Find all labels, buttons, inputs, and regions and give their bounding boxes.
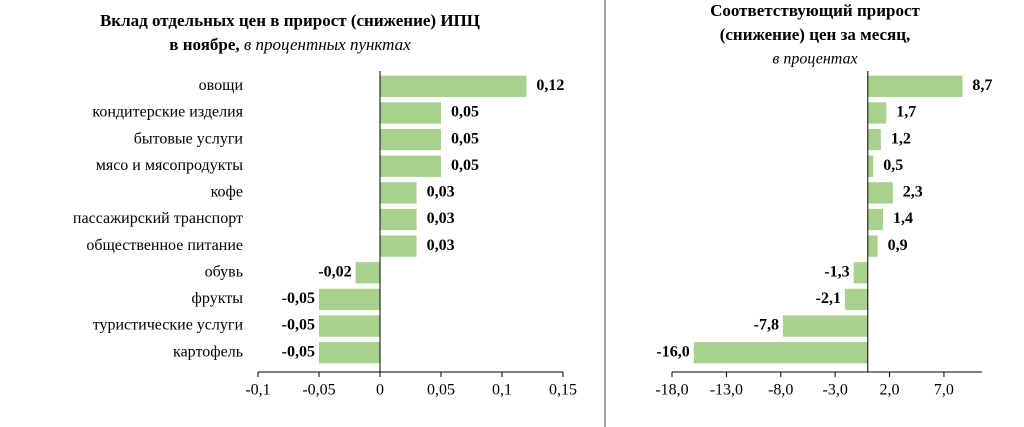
value-label: -7,8 [754, 317, 779, 334]
bar [380, 182, 417, 204]
chart-title: в ноябре, [169, 35, 239, 54]
y-tick-label: фрукты [192, 290, 244, 307]
value-label: 1,2 [891, 130, 911, 147]
bar [319, 288, 380, 311]
value-label: 0,03 [427, 184, 455, 201]
value-label: 0,05 [451, 157, 479, 174]
bar [693, 342, 868, 364]
bar [867, 155, 874, 177]
y-tick-label: овощи [199, 77, 244, 94]
bar [867, 75, 963, 97]
value-label: -0,05 [282, 317, 315, 334]
chart-title: Соответствующий прирост [710, 1, 920, 20]
value-label: -0,02 [318, 263, 351, 280]
chart-title: (снижение) цен за месяц, [720, 25, 911, 44]
bar [853, 262, 868, 284]
value-label: 0,05 [451, 130, 479, 147]
x-tick-label: -0,1 [245, 382, 270, 399]
x-tick-label: -13,0 [710, 382, 743, 399]
chart-subtitle: в процентах [772, 51, 857, 68]
bar [319, 315, 380, 337]
value-label: 0,5 [883, 157, 903, 174]
bar [380, 208, 417, 231]
bar [355, 262, 380, 284]
x-tick-label: -8,0 [768, 382, 793, 399]
x-tick-label: -3,0 [822, 382, 847, 399]
x-tick-label: 0,05 [427, 382, 455, 399]
bar [319, 342, 380, 364]
x-tick-label: -18,0 [655, 382, 688, 399]
value-label: -2,1 [816, 290, 841, 307]
bar [380, 75, 527, 97]
bar [844, 288, 868, 311]
bar [380, 102, 441, 124]
x-tick-label: 2,0 [880, 382, 900, 399]
value-label: 1,4 [893, 210, 913, 227]
value-label: 0,03 [427, 237, 455, 254]
y-tick-label: пассажирский транспорт [73, 210, 243, 227]
chart-title: в ноябре, в процентных пунктах [169, 35, 411, 54]
x-tick-label: 0 [376, 382, 384, 399]
y-tick-label: общественное питание [86, 237, 243, 254]
x-tick-label: 0,15 [549, 382, 577, 399]
bar [867, 208, 884, 231]
bar [867, 102, 887, 124]
y-tick-label: кофе [211, 184, 243, 201]
y-tick-label: мясо и мясопродукты [96, 157, 244, 174]
bar [867, 182, 893, 204]
value-label: -0,05 [282, 290, 315, 307]
y-tick-label: кондитерские изделия [92, 104, 243, 121]
chart-title: Вклад отдельных цен в прирост (снижение)… [100, 11, 480, 30]
y-tick-label: обувь [205, 263, 243, 280]
bar [867, 235, 878, 257]
y-tick-label: картофель [173, 343, 243, 360]
bar [380, 155, 441, 177]
value-label: -1,3 [824, 263, 849, 280]
value-label: 0,05 [451, 104, 479, 121]
y-tick-label: туристические услуги [93, 317, 244, 334]
value-label: 0,12 [536, 77, 564, 94]
value-label: -16,0 [656, 343, 689, 360]
x-tick-label: 7,0 [934, 382, 954, 399]
value-label: 8,7 [972, 77, 992, 94]
value-label: 0,9 [888, 237, 908, 254]
value-label: 1,7 [896, 104, 916, 121]
value-label: 0,03 [427, 210, 455, 227]
x-tick-label: -0,05 [302, 382, 335, 399]
x-tick-label: 0,1 [492, 382, 512, 399]
bar [380, 235, 417, 257]
chart-subtitle: в процентных пунктах [244, 35, 411, 54]
value-label: -0,05 [282, 343, 315, 360]
y-tick-label: бытовые услуги [134, 130, 244, 147]
bar [380, 128, 441, 151]
value-label: 2,3 [903, 184, 923, 201]
bar [782, 315, 868, 337]
bar [867, 128, 881, 151]
